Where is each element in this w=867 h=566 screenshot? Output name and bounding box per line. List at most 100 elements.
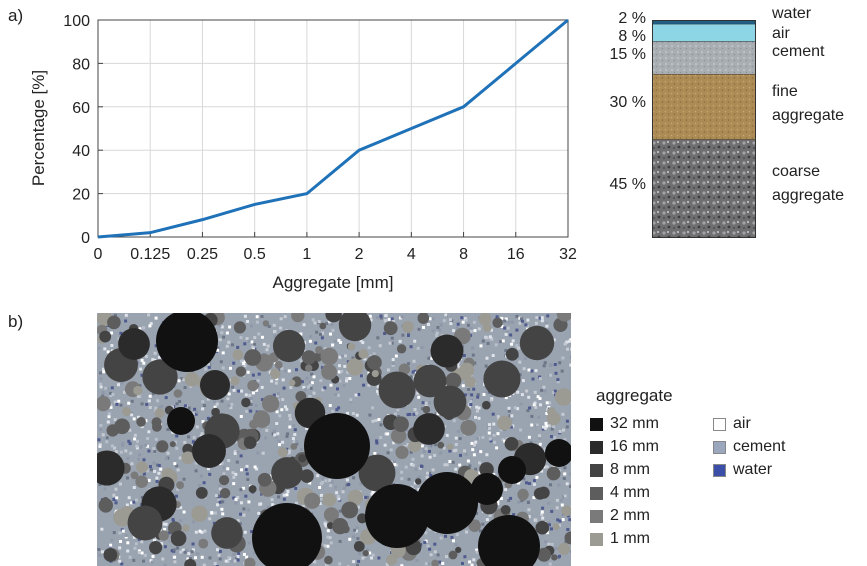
- particle: [397, 344, 406, 353]
- coarse-line-2: aggregate: [772, 186, 844, 206]
- particle: [249, 420, 259, 430]
- legend-label: water: [733, 461, 772, 479]
- particle: [497, 416, 512, 431]
- particle: [244, 436, 257, 449]
- y-tick-label: 40: [72, 143, 90, 160]
- coarse-line-1: coarse: [772, 162, 844, 182]
- legend-swatch: [713, 418, 726, 431]
- legend-item-aggregate: 16 mm: [590, 438, 659, 456]
- particle: [107, 424, 119, 436]
- legend-item-aggregate: 1 mm: [590, 530, 650, 548]
- particle: [506, 348, 519, 361]
- plot-frame: [98, 20, 568, 237]
- particle: [547, 467, 561, 481]
- particle: [379, 372, 416, 409]
- legend-item-aggregate: 4 mm: [590, 484, 650, 502]
- particle: [107, 316, 121, 330]
- particle: [395, 446, 408, 459]
- particle: [289, 380, 296, 387]
- particle: [278, 447, 288, 457]
- particle: [275, 361, 283, 369]
- particle: [431, 335, 464, 368]
- legend-item-phase: air: [713, 415, 751, 433]
- legend-title: aggregate: [596, 386, 673, 406]
- legend-label: 8 mm: [610, 461, 650, 479]
- particle: [170, 441, 176, 447]
- fine-line-2: aggregate: [772, 106, 844, 126]
- legend-swatch: [590, 510, 603, 523]
- x-tick-label: 0: [94, 246, 103, 263]
- particle: [249, 485, 257, 493]
- legend-label: 2 mm: [610, 507, 650, 525]
- cement-percent: 15 %: [596, 46, 646, 64]
- particle: [492, 318, 502, 328]
- legend-label: cement: [733, 438, 785, 456]
- cement-label: cement: [772, 42, 824, 62]
- water-percent: 2 %: [596, 10, 646, 28]
- particle: [102, 497, 109, 504]
- particle: [155, 408, 165, 418]
- particle: [324, 556, 333, 565]
- particle: [341, 502, 358, 519]
- x-tick-label: 4: [407, 246, 416, 263]
- y-tick-label: 20: [72, 187, 90, 204]
- y-tick-label: 100: [63, 13, 90, 30]
- particle: [483, 324, 492, 333]
- particle: [273, 330, 305, 362]
- particle: [234, 321, 246, 333]
- fine-line-1: fine: [772, 82, 844, 102]
- y-tick-label: 0: [81, 230, 90, 247]
- layer-coarse-aggregate: [652, 140, 756, 238]
- particle: [230, 376, 239, 385]
- x-tick-label: 0.125: [130, 246, 170, 263]
- particle: [167, 407, 195, 435]
- particle: [196, 487, 208, 499]
- particle: [393, 416, 409, 432]
- particle: [517, 489, 528, 500]
- particle: [305, 364, 312, 371]
- particle: [482, 401, 491, 410]
- particle: [211, 517, 243, 549]
- particle: [192, 434, 226, 468]
- particle: [191, 506, 207, 522]
- particle: [501, 505, 511, 515]
- coarse-aggregate-label: coarse aggregate: [772, 162, 844, 206]
- particle: [298, 454, 306, 462]
- particle: [372, 370, 379, 377]
- legend-label: 16 mm: [610, 438, 659, 456]
- layer-cement: [652, 42, 756, 75]
- layer-fine-aggregate: [652, 75, 756, 140]
- particle: [319, 323, 326, 330]
- water-label: water: [772, 4, 811, 24]
- particle: [304, 493, 320, 509]
- particle: [258, 473, 272, 487]
- particle: [200, 370, 230, 400]
- particle: [471, 473, 503, 505]
- x-tick-label: 0.25: [187, 246, 218, 263]
- particle: [498, 456, 526, 484]
- legend-item-phase: water: [713, 461, 772, 479]
- particle: [185, 372, 200, 387]
- particle: [415, 478, 421, 484]
- layer-air: [652, 24, 756, 41]
- air-label: air: [772, 24, 790, 44]
- particle: [505, 437, 519, 451]
- particle: [176, 481, 184, 489]
- particle: [220, 488, 230, 498]
- x-tick-label: 0.5: [244, 246, 266, 263]
- legend-item-aggregate: 8 mm: [590, 461, 650, 479]
- legend-item-aggregate: 2 mm: [590, 507, 650, 525]
- particle: [321, 348, 339, 366]
- composition-column: [652, 20, 756, 238]
- particle: [346, 358, 363, 375]
- particle: [479, 313, 492, 325]
- particle: [449, 551, 458, 560]
- legend-swatch: [590, 487, 603, 500]
- y-axis-label: Percentage [%]: [29, 70, 48, 186]
- particle: [367, 355, 382, 370]
- legend-swatch: [590, 464, 603, 477]
- particle: [270, 369, 281, 380]
- legend-label: 1 mm: [610, 530, 650, 548]
- x-tick-label: 1: [302, 246, 311, 263]
- particle: [423, 406, 431, 414]
